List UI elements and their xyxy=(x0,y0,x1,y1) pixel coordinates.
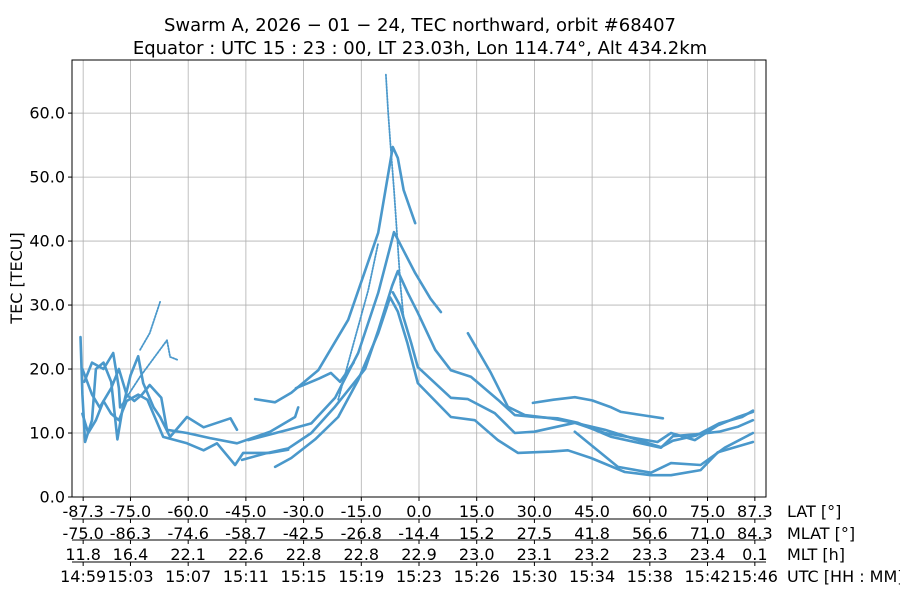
x-tick-label: 15:11 xyxy=(223,567,269,586)
series-line xyxy=(391,290,755,449)
x-tick-label: 15:30 xyxy=(511,567,557,586)
y-tick-label: 0.0 xyxy=(40,488,65,507)
y-tick-label: 60.0 xyxy=(29,104,65,123)
x-tick-label: 60.0 xyxy=(632,502,668,521)
x-tick-label: -75.0 xyxy=(62,524,103,543)
x-tick-label: -75.0 xyxy=(110,502,151,521)
x-tick-label: 22.9 xyxy=(401,545,437,564)
series-line xyxy=(531,395,665,420)
x-tick-label: 15:23 xyxy=(396,567,442,586)
axis-row-label: MLT [h] xyxy=(787,545,845,564)
y-tick-label: 10.0 xyxy=(29,424,65,443)
y-tick-label: 30.0 xyxy=(29,296,65,315)
x-tick-label: 15:42 xyxy=(684,567,730,586)
series-line xyxy=(139,300,162,351)
x-tick-label: 22.8 xyxy=(286,545,322,564)
x-tick-label: 45.0 xyxy=(574,502,610,521)
x-tick-label: 23.1 xyxy=(517,545,553,564)
x-tick-label: 15:03 xyxy=(107,567,153,586)
x-tick-label: -26.8 xyxy=(341,524,382,543)
x-tick-label: -30.0 xyxy=(283,502,324,521)
series-line xyxy=(253,145,417,404)
x-tick-label: 23.3 xyxy=(632,545,668,564)
x-tick-label: -45.0 xyxy=(225,502,266,521)
y-axis-label: TEC [TECU] xyxy=(7,232,26,324)
x-tick-label: 23.0 xyxy=(459,545,495,564)
y-tick-label: 40.0 xyxy=(29,232,65,251)
x-tick-label: 11.8 xyxy=(65,545,101,564)
x-tick-label: 22.1 xyxy=(170,545,206,564)
axis-row-label: LAT [°] xyxy=(787,502,841,521)
y-axis: 0.0 10.0 20.0 30.0 40.0 50.0 60.0 xyxy=(29,104,72,507)
x-tick-label: 15:38 xyxy=(627,567,673,586)
x-tick-label: 22.8 xyxy=(343,545,379,564)
x-tick-label: -74.6 xyxy=(167,524,208,543)
x-tick-label: 15:26 xyxy=(454,567,500,586)
x-tick-label: 56.6 xyxy=(632,524,668,543)
data-series xyxy=(79,73,755,477)
y-tick-label: 50.0 xyxy=(29,168,65,187)
series-line xyxy=(81,393,290,467)
x-tick-label: 15.0 xyxy=(459,502,495,521)
series-line xyxy=(246,230,443,442)
x-tick-label: -14.4 xyxy=(398,524,439,543)
x-tick-label: 27.5 xyxy=(517,524,553,543)
x-tick-label: 0.1 xyxy=(742,545,767,564)
x-tick-label: 84.3 xyxy=(737,524,773,543)
x-tick-label: 71.0 xyxy=(690,524,726,543)
series-line xyxy=(240,269,755,462)
y-tick-label: 20.0 xyxy=(29,360,65,379)
x-axis-rows: -87.3 -75.0 -60.0 -45.0 -30.0 -15.0 0.0 15.0 30.… xyxy=(60,497,900,586)
x-tick-label: 23.2 xyxy=(574,545,610,564)
chart-title-line-1: Swarm A, 2026 − 01 − 24, TEC northward, … xyxy=(164,15,676,36)
x-tick-label: 22.6 xyxy=(228,545,264,564)
x-tick-label: 15:15 xyxy=(281,567,327,586)
series-line xyxy=(273,296,755,477)
x-tick-label: 87.3 xyxy=(737,502,773,521)
series-line xyxy=(466,331,755,444)
x-tick-label: -86.3 xyxy=(110,524,151,543)
x-tick-label: 0.0 xyxy=(406,502,431,521)
axis-row-label: UTC [HH : MM] xyxy=(787,567,900,586)
series-line xyxy=(81,367,300,445)
series-line xyxy=(83,351,122,409)
x-tick-label: 15.2 xyxy=(459,524,495,543)
chart-title-line-2: Equator : UTC 15 : 23 : 00, LT 23.03h, L… xyxy=(133,38,707,59)
x-tick-label: 15:46 xyxy=(732,567,778,586)
x-tick-label: 14:59 xyxy=(60,567,106,586)
series-line xyxy=(79,335,239,444)
series-line xyxy=(119,339,180,409)
x-tick-label: 16.4 xyxy=(113,545,149,564)
series-line xyxy=(294,361,355,390)
x-tick-label: 15:07 xyxy=(165,567,211,586)
series-line xyxy=(573,430,755,475)
x-tick-label: 30.0 xyxy=(517,502,553,521)
x-tick-label: 41.8 xyxy=(574,524,610,543)
x-tick-label: 15:34 xyxy=(569,567,615,586)
x-tick-label: -42.5 xyxy=(283,524,324,543)
series-line xyxy=(384,73,405,319)
x-tick-label: 75.0 xyxy=(690,502,726,521)
x-tick-label: -87.3 xyxy=(62,502,103,521)
x-tick-label: -58.7 xyxy=(225,524,266,543)
axis-row-label: MLAT [°] xyxy=(787,524,855,543)
x-tick-label: -60.0 xyxy=(167,502,208,521)
x-tick-label: 23.4 xyxy=(690,545,726,564)
x-tick-label: -15.0 xyxy=(341,502,382,521)
x-tick-label: 15:19 xyxy=(338,567,384,586)
